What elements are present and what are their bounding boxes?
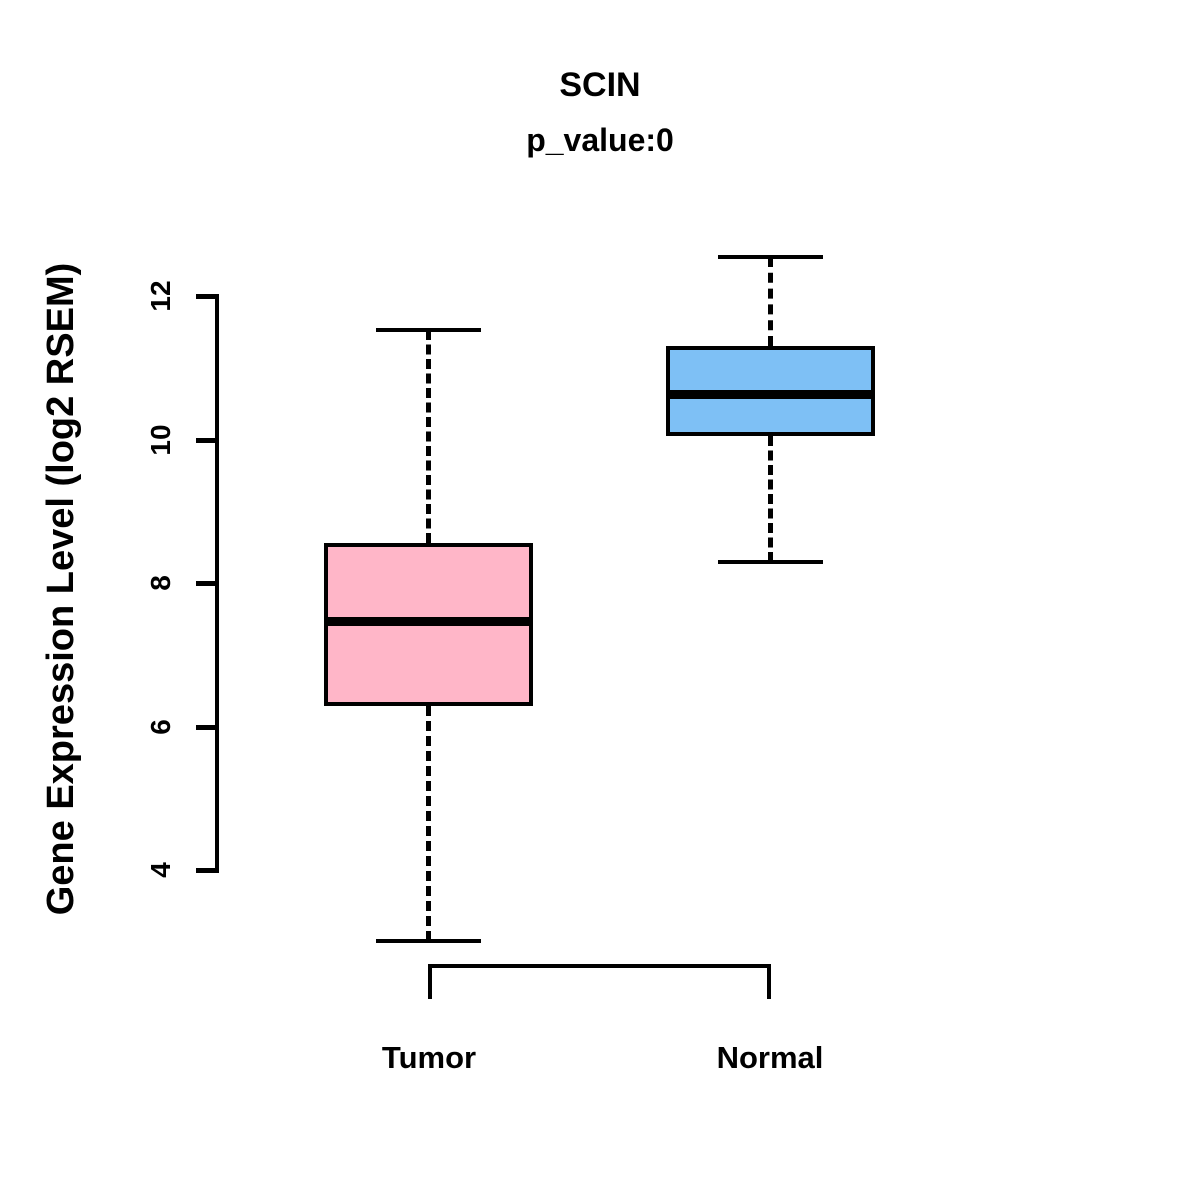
y-tick-mark-12	[196, 294, 219, 299]
whisker-stem-upper-tumor	[426, 329, 431, 543]
y-tick-label-8: 8	[145, 575, 176, 591]
whisker-cap-upper-tumor	[376, 327, 481, 332]
whisker-cap-lower-tumor	[376, 939, 481, 944]
y-tick-label-10: 10	[145, 423, 176, 456]
x-tick-mark-tumor	[428, 964, 432, 999]
whisker-stem-upper-normal	[768, 257, 773, 347]
y-axis-label-container: Gene Expression Level (log2 RSEM)	[35, 179, 87, 999]
y-axis-label: Gene Expression Level (log2 RSEM)	[39, 262, 82, 916]
y-tick-label-6: 6	[145, 718, 176, 735]
chart-title: SCIN	[559, 66, 641, 104]
y-tick-label-4: 4	[145, 862, 176, 878]
y-tick-label-12: 12	[145, 280, 176, 312]
whisker-stem-lower-normal	[768, 435, 773, 563]
x-tick-mark-normal	[767, 964, 771, 999]
x-tick-label-normal: Normal	[716, 1040, 824, 1075]
whisker-cap-upper-normal	[718, 255, 823, 260]
y-tick-mark-6	[196, 724, 219, 730]
median-line-normal	[666, 389, 875, 399]
x-tick-label-tumor: Tumor	[381, 1040, 477, 1075]
whisker-cap-lower-normal	[718, 560, 823, 565]
median-line-tumor	[324, 616, 533, 626]
whisker-stem-lower-tumor	[426, 705, 431, 942]
x-axis-spine	[428, 964, 771, 968]
y-tick-mark-8	[196, 581, 219, 586]
y-tick-mark-4	[196, 868, 219, 873]
chart-subtitle: p_value:0	[526, 122, 674, 158]
y-tick-mark-10	[196, 437, 219, 443]
